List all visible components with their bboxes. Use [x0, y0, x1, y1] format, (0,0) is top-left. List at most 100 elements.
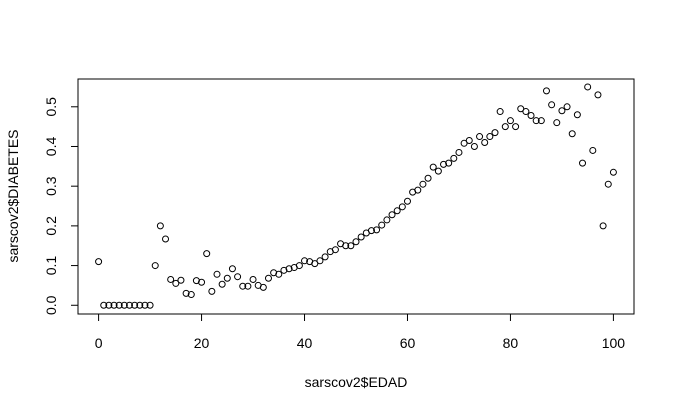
data-point [100, 301, 108, 309]
y-tick-label: 0.4 [43, 137, 59, 157]
data-point [429, 163, 437, 171]
plot-box [77, 78, 635, 315]
data-point [522, 108, 530, 116]
data-point [198, 278, 206, 286]
data-point [579, 159, 587, 167]
data-point [213, 270, 221, 278]
data-point [156, 222, 164, 230]
data-point [584, 83, 592, 91]
data-point [542, 87, 550, 95]
data-point [403, 197, 411, 205]
data-point [125, 301, 133, 309]
data-point [609, 168, 617, 176]
data-point [182, 289, 190, 297]
x-tick-label: 0 [95, 335, 103, 351]
data-point [434, 167, 442, 175]
data-point [311, 260, 319, 268]
data-point [383, 216, 391, 224]
data-point [378, 221, 386, 229]
data-point [527, 112, 535, 120]
data-point [331, 246, 339, 254]
data-point [594, 91, 602, 99]
data-point [218, 280, 226, 288]
data-point [517, 105, 525, 113]
data-point [244, 282, 252, 290]
data-point [105, 301, 113, 309]
data-point [501, 123, 509, 131]
y-tick-label: 0.3 [43, 176, 59, 196]
data-point [398, 203, 406, 211]
data-point [347, 242, 355, 250]
data-point [141, 301, 149, 309]
data-points [95, 83, 617, 309]
data-point [589, 146, 597, 154]
x-tick-label: 100 [602, 335, 626, 351]
data-point [301, 257, 309, 265]
data-point [228, 265, 236, 273]
data-point [460, 139, 468, 147]
data-point [548, 101, 556, 109]
data-point [450, 154, 458, 162]
data-point [440, 160, 448, 168]
data-point [321, 253, 329, 261]
data-point [275, 270, 283, 278]
data-point [234, 273, 242, 281]
data-point [208, 287, 216, 295]
data-point [476, 133, 484, 141]
data-point [470, 142, 478, 150]
data-point [146, 301, 154, 309]
data-point [491, 129, 499, 137]
data-point [259, 283, 267, 291]
data-point [223, 274, 231, 282]
y-tick-label: 0.1 [43, 256, 59, 276]
data-point [352, 238, 360, 246]
data-point [553, 119, 561, 127]
data-point [295, 262, 303, 270]
data-point [177, 276, 185, 284]
data-point [568, 130, 576, 138]
y-tick-label: 0.0 [43, 295, 59, 315]
data-point [162, 235, 170, 243]
data-point [563, 103, 571, 111]
x-axis-title: sarscov2$EDAD [305, 374, 408, 390]
data-point [414, 186, 422, 194]
data-point [465, 137, 473, 145]
data-point [537, 117, 545, 125]
x-tick-label: 40 [297, 335, 313, 351]
x-axis: 0 20 40 60 80 100 [95, 313, 626, 351]
data-point [424, 174, 432, 182]
data-point [357, 233, 365, 241]
x-tick-label: 60 [400, 335, 416, 351]
data-point [167, 275, 175, 283]
data-point [558, 107, 566, 115]
data-point [599, 222, 607, 230]
data-point [455, 148, 463, 156]
y-axis: 0.0 0.1 0.2 0.3 0.4 0.5 [43, 97, 79, 315]
data-point [131, 301, 139, 309]
data-point [285, 265, 293, 273]
data-point [388, 211, 396, 219]
data-point [239, 282, 247, 290]
data-point [95, 258, 103, 266]
y-tick-label: 0.5 [43, 97, 59, 117]
data-point [172, 279, 180, 287]
data-point [373, 226, 381, 234]
data-point [573, 111, 581, 119]
data-point [445, 159, 453, 167]
data-point [506, 117, 514, 125]
data-point [264, 274, 272, 282]
data-point [136, 301, 144, 309]
data-point [342, 242, 350, 250]
data-point [115, 301, 123, 309]
y-tick-label: 0.2 [43, 216, 59, 236]
data-point [496, 108, 504, 116]
data-point [486, 133, 494, 141]
data-point [187, 291, 195, 299]
x-tick-label: 20 [194, 335, 210, 351]
data-point [316, 257, 324, 265]
data-point [110, 301, 118, 309]
data-point [120, 301, 128, 309]
data-point [419, 180, 427, 188]
data-point [512, 123, 520, 131]
